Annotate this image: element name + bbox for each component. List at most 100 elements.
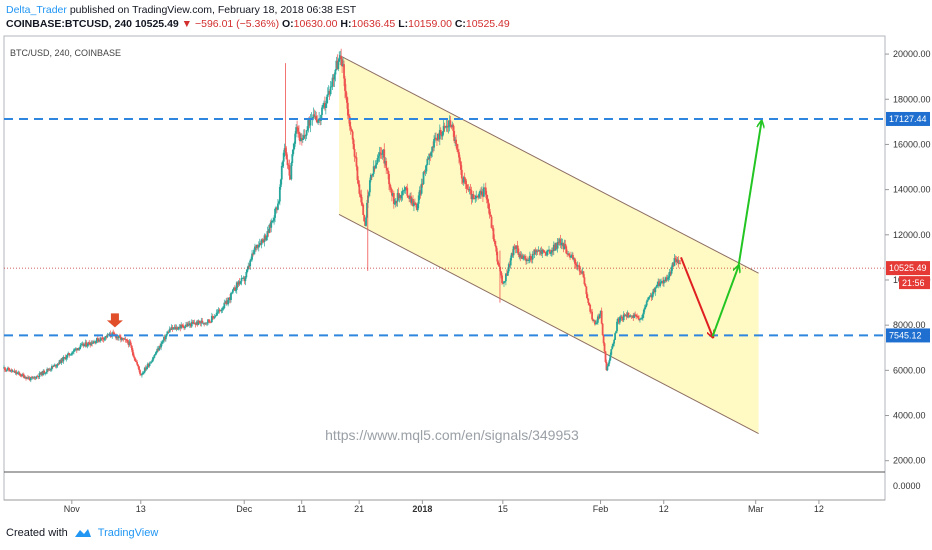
candle-body bbox=[69, 354, 71, 356]
candle-body bbox=[246, 269, 249, 272]
candle-body bbox=[230, 293, 232, 300]
candle-body bbox=[497, 261, 500, 265]
candle-body bbox=[209, 321, 211, 323]
candle-body bbox=[30, 377, 33, 379]
candle-body bbox=[438, 130, 441, 140]
high-value: 10636.45 bbox=[351, 18, 396, 30]
candle-body bbox=[47, 369, 49, 371]
candle-body bbox=[253, 250, 255, 254]
candle-body bbox=[210, 315, 213, 323]
candle-body bbox=[375, 162, 378, 165]
candle-body bbox=[522, 257, 525, 259]
candle-body bbox=[276, 207, 278, 210]
candle-body bbox=[174, 326, 177, 330]
candle-body bbox=[252, 253, 254, 255]
candle-body bbox=[574, 263, 577, 266]
candle-body bbox=[188, 323, 191, 326]
candle-body bbox=[670, 267, 673, 274]
candle-body bbox=[128, 341, 131, 346]
candle-body bbox=[62, 357, 65, 362]
x-tick-label: 11 bbox=[297, 504, 306, 514]
candle-body bbox=[105, 335, 108, 338]
author-link[interactable]: Delta_Trader bbox=[6, 4, 67, 16]
candle-body bbox=[279, 179, 282, 188]
candle-body bbox=[281, 161, 284, 166]
candle-body bbox=[84, 342, 87, 345]
published-text: published on TradingView.com, February 1… bbox=[69, 4, 357, 16]
candle-body bbox=[470, 190, 473, 200]
candle-body bbox=[185, 324, 187, 327]
candle-body bbox=[355, 157, 358, 167]
candle-body bbox=[138, 366, 140, 371]
candle-body bbox=[238, 281, 241, 284]
candle-body bbox=[12, 370, 15, 372]
open-value: 10630.00 bbox=[293, 18, 338, 30]
candle-body bbox=[270, 222, 273, 228]
candle-body bbox=[536, 251, 539, 253]
candle-body bbox=[5, 370, 7, 371]
candle-body bbox=[324, 103, 327, 108]
candle-body bbox=[79, 344, 82, 348]
candle-body bbox=[127, 342, 130, 346]
forecast-red-arrow bbox=[680, 257, 713, 336]
candle-body bbox=[396, 192, 399, 202]
candle-body bbox=[229, 297, 231, 300]
candle-body bbox=[19, 373, 22, 376]
candle-body bbox=[596, 316, 599, 323]
candle-body bbox=[216, 311, 219, 313]
candle-body bbox=[616, 321, 618, 332]
candle-body bbox=[678, 263, 681, 265]
candle-body bbox=[527, 259, 529, 261]
candle-body bbox=[215, 312, 218, 316]
candle-body bbox=[382, 149, 385, 154]
candle-body bbox=[282, 152, 285, 162]
candle-body bbox=[667, 276, 670, 278]
candle-body bbox=[357, 180, 360, 185]
candle-body bbox=[196, 321, 199, 325]
candle-body bbox=[358, 184, 361, 194]
candle-body bbox=[510, 253, 513, 259]
candle-body bbox=[397, 192, 400, 198]
candle-body bbox=[29, 377, 32, 381]
candle-body bbox=[17, 372, 20, 374]
candle-body bbox=[285, 152, 288, 160]
candle-body bbox=[415, 204, 418, 211]
candle-body bbox=[585, 286, 588, 295]
candle-body bbox=[345, 90, 347, 97]
candle-body bbox=[254, 246, 256, 251]
candle-body bbox=[651, 294, 654, 298]
candle-body bbox=[25, 377, 27, 379]
candle-body bbox=[534, 249, 537, 253]
candle-body bbox=[563, 243, 566, 250]
candle-body bbox=[539, 250, 542, 252]
candle-body bbox=[54, 364, 57, 367]
candle-body bbox=[677, 259, 680, 264]
candle-body bbox=[264, 235, 267, 241]
open-label: O: bbox=[281, 18, 294, 30]
candle-body bbox=[503, 281, 505, 284]
candle-body bbox=[531, 253, 534, 260]
candle-body bbox=[635, 314, 638, 317]
candle-body bbox=[191, 321, 194, 324]
tradingview-brand[interactable]: TradingView bbox=[97, 527, 159, 539]
candle-body bbox=[3, 367, 5, 369]
candle-body bbox=[369, 174, 372, 181]
candle-body bbox=[226, 300, 229, 305]
candle-body bbox=[663, 279, 665, 284]
candle-body bbox=[467, 188, 470, 191]
candle-body bbox=[187, 323, 189, 327]
candle-body bbox=[548, 249, 550, 251]
candle-body bbox=[407, 195, 410, 198]
candle-body bbox=[668, 271, 671, 277]
x-tick-label: 12 bbox=[814, 504, 824, 514]
low-label: L: bbox=[398, 18, 409, 30]
candle-body bbox=[211, 315, 214, 318]
candle-body bbox=[590, 311, 593, 313]
candle-body bbox=[393, 203, 396, 205]
candle-body bbox=[371, 173, 374, 176]
candle-body bbox=[479, 191, 481, 194]
candle-body bbox=[374, 164, 377, 168]
candle-body bbox=[178, 326, 181, 329]
candle-body bbox=[348, 116, 351, 127]
